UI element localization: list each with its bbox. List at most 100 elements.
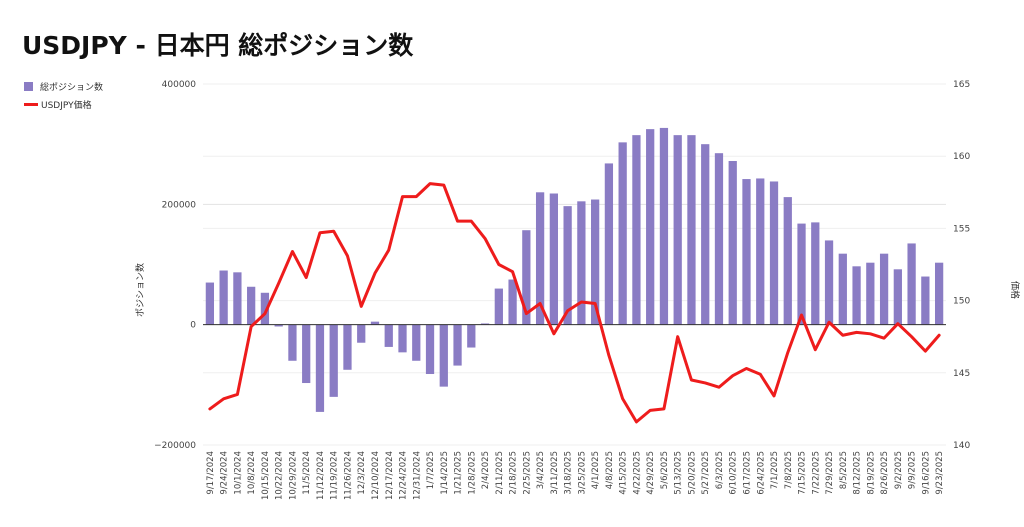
x-tick-label-45: 7/29/2025 — [825, 451, 835, 495]
bar-33 — [659, 127, 669, 325]
x-tick-label-10: 11/26/2024 — [343, 451, 353, 500]
bar-8 — [315, 324, 325, 412]
bar-14 — [398, 324, 407, 353]
bar-16 — [425, 324, 435, 375]
y-left-tick-label-3: −200000 — [154, 441, 196, 451]
bar-18 — [453, 324, 462, 366]
x-tick-label-11: 12/3/2024 — [357, 451, 367, 495]
bar-44 — [811, 222, 820, 325]
legend-label-positions: 総ポジション数 — [40, 82, 104, 93]
bar-15 — [412, 324, 421, 361]
y-axis-right: 165 160 155 150 145 140 — [953, 80, 970, 451]
bar-32 — [646, 129, 655, 325]
legend-swatch-line — [24, 102, 38, 106]
bar-35 — [687, 135, 696, 325]
bar-37 — [714, 153, 724, 325]
y-left-tick-label-2: 0 — [190, 321, 196, 331]
bar-19 — [467, 324, 476, 348]
bar-52 — [921, 276, 930, 325]
x-tick-label-19: 1/28/2025 — [467, 451, 477, 495]
bar-2 — [233, 272, 242, 325]
x-tick-label-23: 2/25/2025 — [522, 451, 532, 495]
y-axis-left-label: ポジション数 — [134, 263, 146, 317]
bar-45 — [824, 240, 834, 325]
x-tick-label-15: 12/31/2024 — [412, 451, 422, 500]
chart-title: USDJPY - 日本円 総ポジション数 — [22, 31, 414, 60]
x-tick-label-6: 10/29/2024 — [288, 451, 298, 500]
x-tick-label-8: 11/12/2024 — [316, 451, 326, 500]
x-tick-label-17: 1/14/2025 — [440, 451, 450, 495]
x-tick-label-5: 10/22/2024 — [275, 451, 285, 500]
x-tick-label-52: 9/16/2025 — [921, 451, 931, 495]
bar-17 — [439, 324, 448, 387]
bar-1 — [219, 270, 228, 325]
x-tick-label-1: 9/24/2024 — [220, 451, 230, 495]
bar-21 — [494, 288, 503, 325]
x-tick-label-29: 4/8/2025 — [605, 451, 615, 489]
y-right-tick-label-5: 140 — [953, 441, 970, 451]
x-tick-label-35: 5/20/2025 — [687, 451, 697, 495]
bar-36 — [701, 144, 710, 325]
bar-27 — [577, 201, 586, 325]
x-tick-label-44: 7/22/2025 — [811, 451, 821, 495]
x-tick-label-9: 11/19/2024 — [330, 451, 340, 500]
chart-legend: 総ポジション数 USDJPY価格 — [24, 77, 103, 113]
bar-41 — [769, 181, 779, 325]
bar-6 — [288, 324, 297, 361]
y-right-tick-label-3: 150 — [953, 297, 970, 307]
x-tick-label-21: 2/11/2025 — [495, 451, 505, 495]
bar-29 — [604, 163, 614, 325]
x-axis: 9/17/2024 9/24/2024 10/1/2024 10/8/2024 10/1… — [206, 451, 945, 500]
bar-24 — [535, 192, 545, 325]
bar-51 — [907, 243, 916, 325]
bar-11 — [357, 324, 366, 343]
x-tick-label-42: 7/8/2025 — [784, 451, 794, 489]
x-tick-label-51: 9/9/2025 — [908, 451, 918, 489]
y-left-tick-label-0: 400000 — [162, 80, 197, 90]
x-tick-label-4: 10/15/2024 — [261, 451, 271, 500]
x-tick-label-25: 3/11/2025 — [550, 451, 560, 495]
bar-9 — [329, 324, 338, 397]
x-tick-label-16: 1/7/2025 — [426, 451, 436, 489]
bar-22 — [508, 279, 517, 325]
bar-53 — [934, 262, 944, 325]
y-axis-right-label: 価格 — [1009, 281, 1021, 299]
x-tick-label-20: 2/4/2025 — [481, 451, 491, 489]
bar-26 — [563, 206, 572, 325]
bar-43 — [797, 223, 806, 325]
x-tick-label-39: 6/17/2025 — [742, 451, 752, 495]
y-right-tick-label-4: 145 — [953, 369, 970, 379]
x-tick-label-49: 8/26/2025 — [880, 451, 890, 495]
bar-28 — [591, 199, 600, 325]
x-tick-label-53: 9/23/2025 — [935, 451, 945, 495]
bar-39 — [742, 179, 751, 325]
bar-23 — [522, 230, 531, 325]
bar-42 — [783, 197, 792, 325]
x-tick-label-7: 11/5/2024 — [302, 451, 312, 495]
x-tick-label-13: 12/17/2024 — [385, 451, 395, 500]
x-tick-label-43: 7/15/2025 — [798, 451, 808, 495]
y-right-tick-label-1: 160 — [953, 152, 970, 162]
x-tick-label-33: 5/6/2025 — [660, 451, 670, 489]
bar-50 — [893, 269, 902, 325]
bar-38 — [728, 161, 737, 325]
x-tick-label-36: 5/27/2025 — [701, 451, 711, 495]
bar-34 — [673, 135, 682, 325]
bar-30 — [618, 142, 627, 325]
x-tick-label-24: 3/4/2025 — [536, 451, 546, 489]
bar-10 — [343, 324, 352, 370]
x-tick-label-2: 10/1/2024 — [233, 451, 243, 495]
legend-item-positions: 総ポジション数 — [24, 77, 103, 95]
x-tick-label-48: 8/19/2025 — [866, 451, 876, 495]
bar-40 — [756, 178, 765, 325]
x-tick-label-14: 12/24/2024 — [399, 451, 409, 500]
legend-swatch-bar — [24, 81, 33, 91]
x-tick-label-46: 8/5/2025 — [839, 451, 849, 489]
bar-series — [205, 127, 944, 412]
bar-47 — [852, 266, 861, 325]
y-axis-left: 400000 200000 0 −200000 — [154, 80, 196, 451]
bar-31 — [632, 135, 641, 325]
x-tick-label-50: 9/2/2025 — [894, 451, 904, 489]
